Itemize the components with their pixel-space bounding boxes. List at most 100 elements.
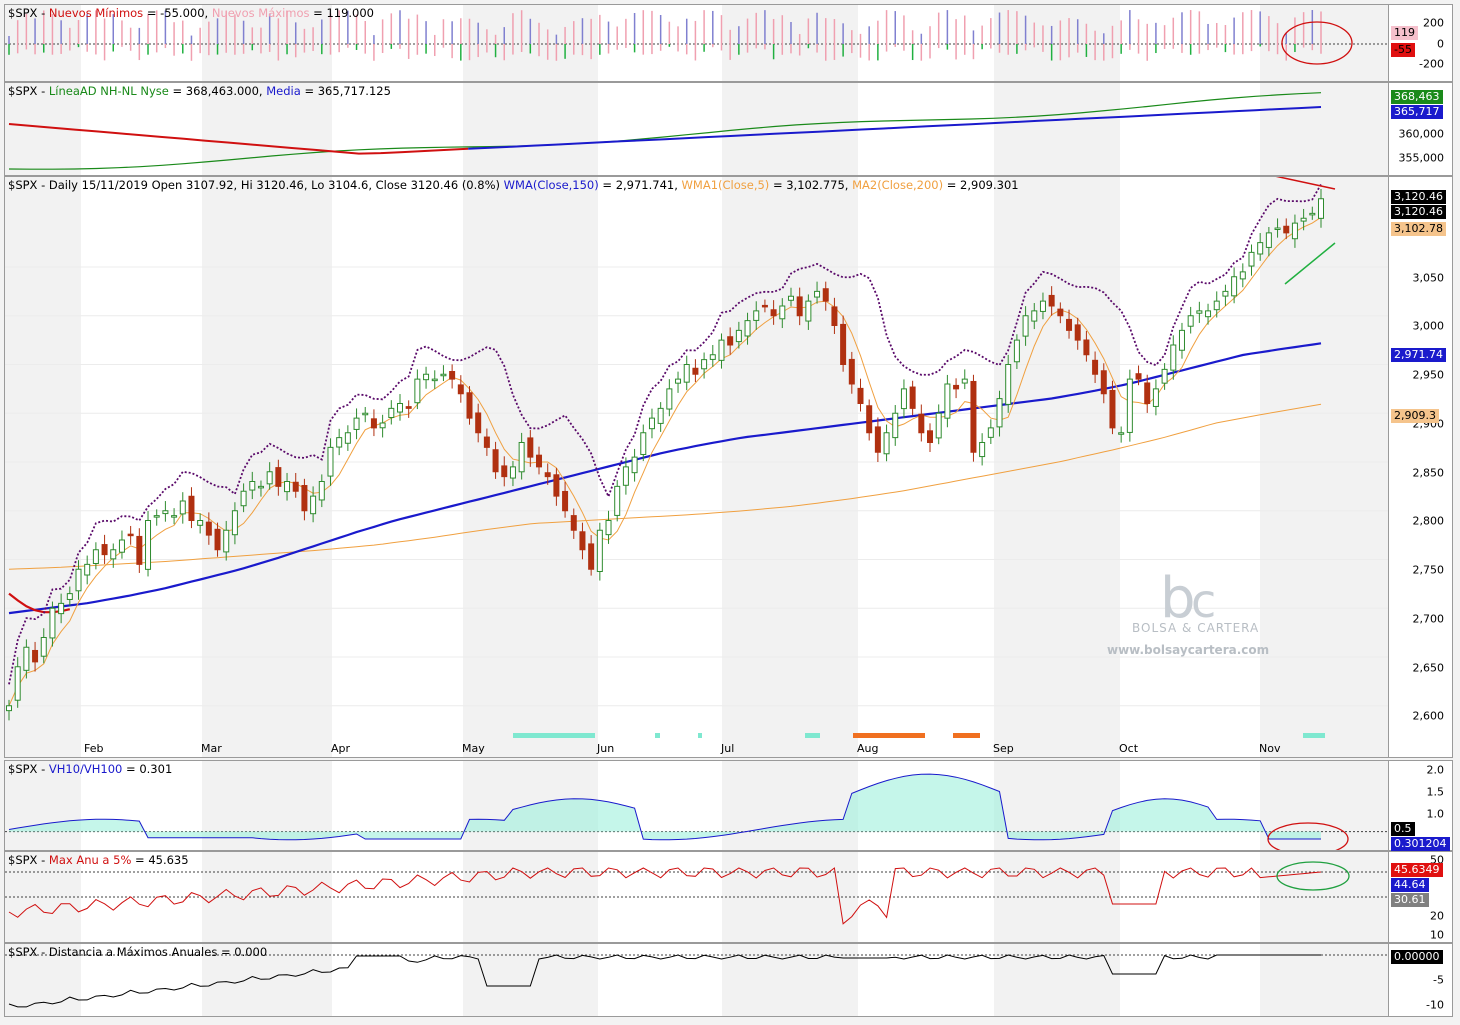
series-ad-line-label: LíneaAD NH-NL Nyse <box>48 84 169 98</box>
candle-body <box>1022 315 1029 337</box>
axis-tick: 2,750 <box>1412 563 1445 577</box>
signal-strip <box>900 733 925 738</box>
candle-body <box>892 412 899 439</box>
candle-body <box>648 417 655 430</box>
ad-line <box>8 92 1322 170</box>
candle-body <box>6 705 12 712</box>
axis-tick: 20 <box>1430 909 1444 923</box>
axis-tick: -5 <box>1433 973 1444 987</box>
axis-tick: 355,000 <box>1398 151 1445 165</box>
month-band <box>994 5 1120 81</box>
candle-body <box>1257 242 1264 255</box>
candle-body <box>1135 373 1142 380</box>
candle-body <box>231 510 238 536</box>
candle-body <box>1118 432 1125 435</box>
watermark-logo: b <box>1160 566 1196 631</box>
candle-body <box>136 535 143 565</box>
candle-body <box>970 380 977 453</box>
month-band <box>5 761 81 850</box>
axis-tick: 10 <box>1430 928 1444 942</box>
candle-body <box>188 495 195 521</box>
price-chart-plot: bc <box>5 177 1388 757</box>
candle-body <box>179 500 186 515</box>
upper-band-tag: 44.64 <box>1391 878 1429 892</box>
candle-body <box>770 309 777 317</box>
series-max-label: Max Anu a 5% <box>48 853 132 867</box>
candle-body <box>796 296 803 317</box>
ad-line-axis[interactable]: 360,000 355,000 368,463 365,717 <box>1389 82 1453 176</box>
candle-body <box>362 412 369 416</box>
wma5-value-tag: 3,102.78 <box>1391 222 1446 236</box>
candle-body <box>475 412 482 434</box>
candle-body <box>40 637 47 657</box>
candle-body <box>431 378 438 382</box>
candle-body <box>423 373 430 381</box>
month-band <box>202 944 332 1016</box>
series-ma200-label: MA2(Close,200) <box>852 178 944 192</box>
vh-ratio-panel[interactable]: $SPX - VH10/VH100 = 0.301 <box>4 760 1389 851</box>
max-annual-panel[interactable]: $SPX - Max Anu a 5% = 45.635 <box>4 851 1389 943</box>
candle-body <box>1031 310 1038 322</box>
watermark-brand: BOLSA & CARTERA <box>1132 621 1260 635</box>
axis-tick: 2.0 <box>1426 763 1445 777</box>
candle-body <box>110 549 117 560</box>
candle-body <box>1178 329 1185 351</box>
axis-tick: 200 <box>1423 16 1444 30</box>
candle-body <box>1074 324 1081 341</box>
ad-line-value-tag: 368,463 <box>1391 90 1443 104</box>
axis-tick: 2,950 <box>1412 368 1445 382</box>
candle-body <box>1205 310 1212 318</box>
candle-body <box>553 474 560 497</box>
candle-body <box>909 386 916 409</box>
max-annual-line <box>8 867 1322 925</box>
candle-body <box>1039 300 1046 312</box>
candle-body <box>266 471 273 485</box>
distance-max-axis[interactable]: -5 -10 0.00000 <box>1389 943 1453 1017</box>
candle-body <box>1231 276 1238 297</box>
candle-body <box>58 602 65 615</box>
vh-value-tag: 0.301204 <box>1391 837 1450 851</box>
distance-max-panel[interactable]: $SPX - Distancia a Máximos Anuales = 0.0… <box>4 943 1389 1017</box>
ma200-value-tag: 2,909.3 <box>1391 409 1439 423</box>
max-annual-title: $SPX - Max Anu a 5% = 45.635 <box>8 853 189 867</box>
candle-body <box>1100 370 1107 395</box>
panel-ticker: $SPX - <box>8 853 49 867</box>
vh-fill <box>9 774 1321 840</box>
new-highs-lows-panel[interactable]: $SPX - Nuevos Mínimos = -55.000, Nuevos … <box>4 4 1389 82</box>
candle-body <box>944 383 951 419</box>
candle-body <box>1048 294 1055 307</box>
candle-body <box>75 568 82 592</box>
month-label: Apr <box>331 742 351 755</box>
candle-body <box>518 442 525 473</box>
candle-body <box>318 481 325 501</box>
vh-ratio-axis[interactable]: 2.0 1.5 1.0 0.5 0.301204 <box>1389 760 1453 851</box>
candle-body <box>509 466 516 479</box>
series-max-value: = 45.635 <box>131 853 189 867</box>
price-chart-title: $SPX - Daily 15/11/2019 Open 3107.92, Hi… <box>8 178 1019 192</box>
candle-body <box>570 515 577 531</box>
month-band <box>202 177 332 757</box>
ad-line-panel[interactable]: $SPX - LíneaAD NH-NL Nyse = 368,463.000,… <box>4 82 1389 176</box>
month-band <box>202 83 332 175</box>
candle-body <box>1283 225 1290 234</box>
candle-body <box>1013 339 1020 363</box>
candle-body <box>336 437 343 448</box>
distance-max-title: $SPX - Distancia a Máximos Anuales = 0.0… <box>8 945 268 959</box>
month-label: Nov <box>1259 742 1281 755</box>
axis-tick: -10 <box>1426 998 1444 1012</box>
candle-body <box>874 426 881 453</box>
candle-body <box>1005 364 1012 405</box>
series-wma150-label: WMA(Close,150) <box>503 178 599 192</box>
candle-body <box>457 384 464 395</box>
candle-body <box>727 336 734 346</box>
candle-body <box>101 544 108 556</box>
candle-body <box>466 392 473 419</box>
axis-tick: -200 <box>1419 57 1444 71</box>
max-annual-axis[interactable]: 50 20 10 45.6349 44.64 30.61 <box>1389 851 1453 943</box>
new-highs-lows-axis[interactable]: 200 0 -200 119 -55 <box>1389 4 1453 82</box>
price-axis[interactable]: 3,050 3,000 2,950 2,900 2,850 2,800 2,75… <box>1389 176 1453 758</box>
support-annotation <box>1284 242 1336 285</box>
candle-body <box>1274 227 1281 230</box>
